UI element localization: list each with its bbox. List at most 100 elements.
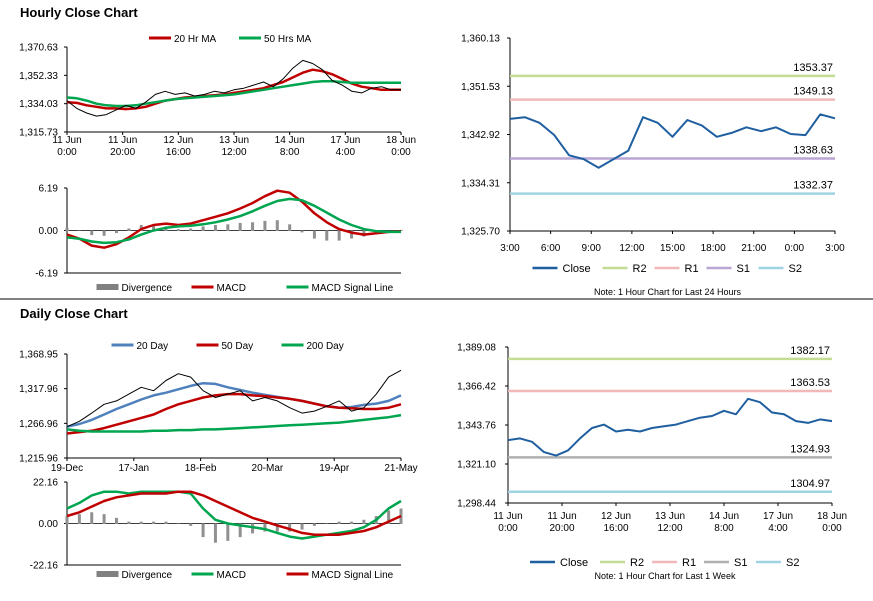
y-tick-label: 1,315.73 (19, 128, 58, 139)
divergence-bar (362, 519, 366, 524)
series-line-20-hr-ma (66, 68, 401, 111)
series-line-macd-signal-line (66, 197, 401, 245)
x-tick-label: 17 Jun 4:00 (763, 511, 793, 534)
legend-label: S1 (734, 557, 747, 569)
y-tick-label: 1,215.96 (19, 454, 58, 465)
x-tick-label: 13 Jun 12:00 (219, 135, 249, 158)
chart-note: Note: 1 Hour Chart for Last 1 Week (595, 571, 736, 581)
divergence-bar (201, 226, 205, 231)
divergence-bar (152, 521, 156, 524)
y-tick-label: 1,360.13 (461, 34, 500, 45)
x-tick-label: 13 Jun 12:00 (655, 511, 685, 534)
x-tick-label: 18-Feb (185, 463, 217, 474)
series-line-macd (66, 490, 402, 540)
legend-label: R2 (633, 263, 647, 275)
hourly-section-title: Hourly Close Chart (20, 5, 138, 20)
divergence-bar (127, 228, 131, 231)
legend-swatch (96, 571, 119, 577)
divergence-bar (226, 224, 230, 231)
hourly-macd-chart: 6.19 0.00 -6.19 Divergence MACD MACD Signal L… (35, 184, 403, 294)
x-tick-label: 21-May (384, 463, 417, 474)
divergence-bar (238, 523, 242, 538)
y-tick-label: -22.16 (30, 561, 59, 572)
divergence-bar (275, 523, 279, 532)
divergence-bar (213, 225, 217, 231)
x-tick-label: 19-Apr (319, 463, 350, 474)
y-tick-label: 1,342.92 (461, 130, 500, 141)
divergence-bar (65, 227, 69, 231)
level-label-s1: 1338.63 (793, 145, 833, 157)
x-tick-label: 20-Mar (252, 463, 284, 474)
daily-section-title: Daily Close Chart (20, 306, 128, 321)
divergence-bar (77, 514, 81, 524)
y-tick-label: 1,351.53 (461, 82, 500, 93)
x-tick-label: 14 Jun 8:00 (709, 511, 739, 534)
divergence-bar (300, 523, 304, 530)
level-label-r2: 1353.37 (793, 62, 833, 74)
divergence-bar (337, 521, 341, 524)
x-tick-label: 17-Jan (119, 463, 150, 474)
divergence-bar (201, 523, 205, 538)
legend-label: Close (563, 263, 591, 275)
legend-label: MACD Signal Line (312, 570, 394, 581)
series-line-price (66, 59, 401, 117)
x-tick-label: 3:00 (825, 243, 845, 254)
divergence-bar (139, 521, 143, 524)
series-line-close (507, 397, 833, 457)
divergence-bar (288, 224, 292, 231)
legend-label: Divergence (122, 570, 173, 581)
legend-label: R1 (682, 557, 696, 569)
divergence-bar (263, 523, 267, 532)
divergence-bar (300, 230, 304, 233)
legend-label: 50 Hrs MA (264, 34, 312, 45)
hourly-pivot-chart: 1,360.13 1,351.53 1,342.92 1,334.31 1,325.70… (461, 34, 845, 298)
x-tick-label: 14 Jun 8:00 (275, 135, 305, 158)
y-tick-label: 1,343.76 (457, 421, 496, 432)
divergence-bar (102, 514, 106, 524)
x-tick-label: 11 Jun 20:00 (547, 511, 576, 534)
divergence-bar (350, 521, 354, 524)
x-tick-label: 3:00 (500, 243, 520, 254)
level-label-s1: 1324.93 (790, 443, 830, 455)
level-label-r1: 1363.53 (790, 377, 830, 389)
series-line-price (66, 369, 402, 428)
legend-label: Close (560, 557, 588, 569)
divergence-bar (350, 230, 354, 239)
legend-label: 20 Hr MA (174, 34, 217, 45)
x-tick-label: 9:00 (582, 243, 602, 254)
divergence-bar (312, 523, 316, 526)
series-line-close (509, 113, 836, 169)
series-line-50-hrs-ma (66, 80, 401, 108)
divergence-bar (152, 225, 156, 231)
legend-label: S2 (789, 263, 802, 275)
legend-label: MACD Signal Line (312, 283, 394, 294)
y-tick-label: 1,368.95 (19, 350, 58, 361)
divergence-bar (213, 523, 217, 543)
y-tick-label: 0.00 (39, 519, 59, 530)
y-tick-label: 1,334.03 (19, 99, 58, 110)
divergence-bar (325, 230, 329, 241)
x-tick-label: 11 Jun 0:00 (52, 135, 81, 158)
x-tick-label: 19-Dec (51, 463, 83, 474)
x-tick-label: 18 Jun 0:00 (817, 511, 847, 534)
legend-label: 20 Day (137, 341, 169, 352)
divergence-bar (65, 516, 69, 524)
x-tick-label: 0:00 (785, 243, 805, 254)
divergence-bar (164, 521, 168, 524)
divergence-bar (114, 230, 118, 234)
y-tick-label: 6.19 (39, 184, 59, 195)
divergence-bar (102, 230, 106, 236)
x-tick-label: 12 Jun 16:00 (163, 135, 193, 158)
divergence-bar (114, 517, 118, 524)
daily-macd-chart: 22.16 0.00 -22.16 Divergence MACD MACD Signal… (30, 478, 403, 581)
divergence-bar (127, 521, 131, 524)
divergence-bar (263, 220, 267, 231)
x-tick-label: 17 Jun 4:00 (330, 135, 360, 158)
x-tick-label: 12:00 (619, 243, 644, 254)
x-tick-label: 11 Jun 0:00 (493, 511, 522, 534)
divergence-bar (238, 222, 242, 231)
legend-label: R2 (630, 557, 644, 569)
level-label-r1: 1349.13 (793, 86, 833, 98)
